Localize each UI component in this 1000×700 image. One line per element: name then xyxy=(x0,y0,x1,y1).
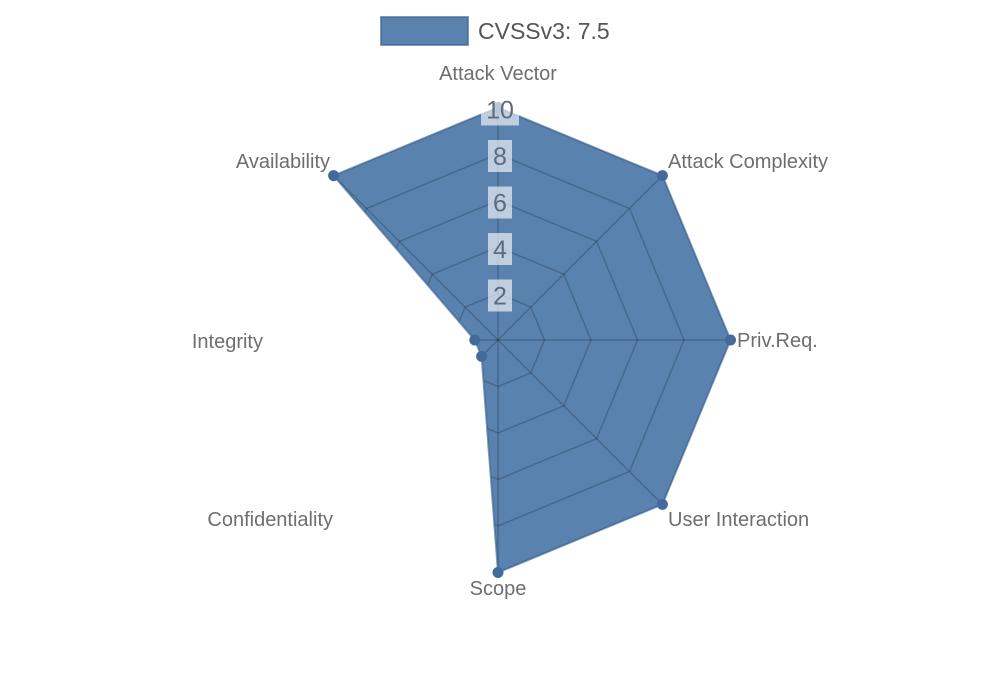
data-point-integrity[interactable] xyxy=(469,334,481,346)
series-fill-polygon[interactable] xyxy=(333,107,731,573)
legend-label[interactable]: CVSSv3: 7.5 xyxy=(478,18,610,44)
tick-backdrop xyxy=(481,93,519,126)
chart-legend[interactable]: CVSSv3: 7.5 xyxy=(380,16,610,46)
axis-label-attack-vector: Attack Vector xyxy=(439,63,557,85)
tick-backdrop xyxy=(488,186,512,219)
data-point-availability[interactable] xyxy=(328,170,340,182)
grid-spoke xyxy=(333,175,499,341)
grid-spoke xyxy=(333,339,499,505)
tick-label: 4 xyxy=(493,236,507,264)
data-point-user-interaction[interactable] xyxy=(656,498,668,510)
axis-label-confidentiality: Confidentiality xyxy=(207,509,333,531)
grid-ring xyxy=(450,292,546,388)
tick-label: 2 xyxy=(493,283,507,311)
radial-tick-labels: 2 4 6 8 10 xyxy=(481,93,519,312)
series-points xyxy=(328,102,736,578)
data-point-confidentiality[interactable] xyxy=(476,350,488,362)
tick-backdrop xyxy=(488,279,512,312)
axis-label-user-interaction: User Interaction xyxy=(668,509,809,531)
data-point-scope[interactable] xyxy=(492,567,504,578)
axis-label-priv-req: Priv.Req. xyxy=(737,330,818,352)
axis-label-integrity: Integrity xyxy=(192,331,263,353)
tick-backdrop xyxy=(488,233,512,265)
axis-label-scope: Scope xyxy=(470,578,527,600)
tick-label: 6 xyxy=(493,190,507,218)
tick-label: 10 xyxy=(486,97,514,125)
grid-spoke xyxy=(497,339,663,505)
axis-label-availability: Availability xyxy=(236,151,330,173)
legend-swatch[interactable] xyxy=(380,16,469,46)
tick-backdrop xyxy=(488,140,512,172)
data-point-priv-req[interactable] xyxy=(725,334,736,346)
axis-labels: Attack Vector Attack Complexity Priv.Req. U… xyxy=(192,63,828,600)
tick-label: 8 xyxy=(493,143,507,171)
axis-label-attack-complexity: Attack Complexity xyxy=(668,151,828,173)
data-point-attack-complexity[interactable] xyxy=(656,170,668,182)
grid-spoke xyxy=(497,175,663,341)
